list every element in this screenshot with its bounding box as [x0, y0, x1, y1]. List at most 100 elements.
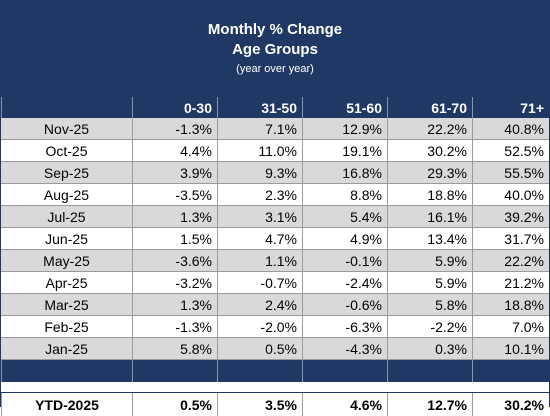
- spacer-cell: [1, 360, 132, 382]
- table-title: Monthly % Change: [207, 21, 343, 38]
- table-cell: 1.5%: [132, 228, 217, 249]
- table-cell: 30.2%: [387, 140, 472, 161]
- spacer-cell: [132, 360, 217, 382]
- table-cell: 4.4%: [132, 140, 217, 161]
- table-cell: 4.7%: [217, 228, 302, 249]
- spacer-cell: [387, 360, 472, 382]
- table-cell: 55.5%: [472, 162, 549, 183]
- table-cell: -2.2%: [387, 316, 472, 337]
- table-cell: 29.3%: [387, 162, 472, 183]
- table-body: Nov-25 -1.3% 7.1% 12.9% 22.2% 40.8% Oct-25 4.4%…: [1, 118, 549, 360]
- row-label: Oct-25: [45, 142, 88, 159]
- table-cell: 12.9%: [302, 118, 387, 139]
- table-cell: -2.0%: [217, 316, 302, 337]
- table-cell: 21.2%: [472, 272, 549, 293]
- row-label: Sep-25: [43, 164, 90, 181]
- table-cell: 3.9%: [132, 162, 217, 183]
- table-cell: -0.6%: [302, 294, 387, 315]
- table-cell: 40.0%: [472, 184, 549, 205]
- table-row: Oct-25 4.4% 11.0% 19.1% 30.2% 52.5%: [1, 140, 549, 162]
- table-cell: 22.2%: [387, 118, 472, 139]
- table-cell: -3.5%: [132, 184, 217, 205]
- table-cell: -0.1%: [302, 250, 387, 271]
- table-row: May-25 -3.6% 1.1% -0.1% 5.9% 22.2%: [1, 250, 549, 272]
- table-row: Mar-25 1.3% 2.4% -0.6% 5.8% 18.8%: [1, 294, 549, 316]
- row-label: May-25: [43, 252, 90, 269]
- table-cell: 52.5%: [472, 140, 549, 161]
- ytd-value: 0.5%: [132, 393, 217, 416]
- row-label: Aug-25: [43, 186, 90, 203]
- table-row: Jun-25 1.5% 4.7% 4.9% 13.4% 31.7%: [1, 228, 549, 250]
- table-row: Jan-25 5.8% 0.5% -4.3% 0.3% 10.1%: [1, 338, 549, 360]
- table-cell: 18.8%: [387, 184, 472, 205]
- table-cell: -4.3%: [302, 338, 387, 359]
- table-cell: -1.3%: [132, 316, 217, 337]
- table-cell: 1.1%: [217, 250, 302, 271]
- row-label: Jan-25: [45, 340, 88, 357]
- table-cell: 5.8%: [387, 294, 472, 315]
- table-cell: -1.3%: [132, 118, 217, 139]
- table-cell: 22.2%: [472, 250, 549, 271]
- column-header: [1, 97, 132, 118]
- column-header: 71+: [472, 97, 549, 118]
- table-cell: 5.8%: [132, 338, 217, 359]
- table-cell: 16.1%: [387, 206, 472, 227]
- spacer-row: [1, 360, 549, 382]
- table-cell: -0.7%: [217, 272, 302, 293]
- table-cell: 0.5%: [217, 338, 302, 359]
- table-row: Sep-25 3.9% 9.3% 16.8% 29.3% 55.5%: [1, 162, 549, 184]
- table-cell: 5.4%: [302, 206, 387, 227]
- table-cell: 39.2%: [472, 206, 549, 227]
- table-row: Aug-25 -3.5% 2.3% 8.8% 18.8% 40.0%: [1, 184, 549, 206]
- table-cell: 4.9%: [302, 228, 387, 249]
- table-cell: 40.8%: [472, 118, 549, 139]
- table-cell: 9.3%: [217, 162, 302, 183]
- table-cell: 5.9%: [387, 272, 472, 293]
- table-note: (year over year): [236, 63, 314, 75]
- table-cell: 10.1%: [472, 338, 549, 359]
- ytd-label: YTD-2025: [1, 393, 132, 416]
- table-cell: 13.4%: [387, 228, 472, 249]
- ytd-value: 12.7%: [387, 393, 472, 416]
- blank-row: [1, 382, 549, 393]
- table-cell: -6.3%: [302, 316, 387, 337]
- ytd-value: 3.5%: [217, 393, 302, 416]
- row-label: Mar-25: [44, 296, 89, 313]
- table-cell: 18.8%: [472, 294, 549, 315]
- column-header: 0-30: [132, 97, 217, 118]
- table-cell: 7.1%: [217, 118, 302, 139]
- table-row: Feb-25 -1.3% -2.0% -6.3% -2.2% 7.0%: [1, 316, 549, 338]
- table-row: Jul-25 1.3% 3.1% 5.4% 16.1% 39.2%: [1, 206, 549, 228]
- row-label: Feb-25: [44, 318, 89, 335]
- column-header-row: 0-30 31-50 51-60 61-70 71+: [1, 97, 549, 118]
- table-cell: -3.6%: [132, 250, 217, 271]
- column-header: 61-70: [387, 97, 472, 118]
- table-cell: 8.8%: [302, 184, 387, 205]
- table-cell: 11.0%: [217, 140, 302, 161]
- table-cell: 5.9%: [387, 250, 472, 271]
- row-label: Apr-25: [45, 274, 88, 291]
- table-cell: -2.4%: [302, 272, 387, 293]
- table-subtitle: Age Groups: [232, 41, 318, 58]
- table-cell: 7.0%: [472, 316, 549, 337]
- table-cell: 1.3%: [132, 206, 217, 227]
- table-header: Monthly % Change Age Groups (year over y…: [1, 1, 549, 97]
- spacer-cell: [302, 360, 387, 382]
- row-label: Jun-25: [45, 230, 88, 247]
- table-grid: 0-30 31-50 51-60 61-70 71+ Nov-25 -1.3% 7.…: [1, 97, 549, 416]
- table-cell: 16.8%: [302, 162, 387, 183]
- row-label: Jul-25: [47, 208, 86, 225]
- table-cell: 19.1%: [302, 140, 387, 161]
- table-cell: 2.4%: [217, 294, 302, 315]
- ytd-row: YTD-2025 0.5% 3.5% 4.6% 12.7% 30.2%: [1, 393, 549, 416]
- ytd-value: 4.6%: [302, 393, 387, 416]
- table-cell: 0.3%: [387, 338, 472, 359]
- table-cell: -3.2%: [132, 272, 217, 293]
- ytd-value: 30.2%: [472, 393, 549, 416]
- spacer-cell: [472, 360, 549, 382]
- table-cell: 2.3%: [217, 184, 302, 205]
- table-cell: 3.1%: [217, 206, 302, 227]
- table-row: Nov-25 -1.3% 7.1% 12.9% 22.2% 40.8%: [1, 118, 549, 140]
- table-cell: 1.3%: [132, 294, 217, 315]
